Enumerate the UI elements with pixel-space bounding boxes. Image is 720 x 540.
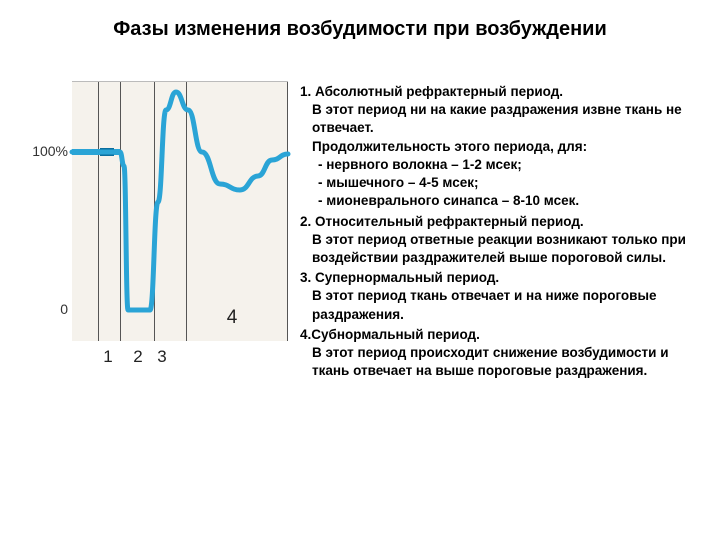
- section-1-bullet-3: - мионеврального синапса – 8-10 мсек.: [318, 192, 692, 210]
- slide-page: Фазы изменения возбудимости при возбужде…: [0, 0, 720, 540]
- section-1-para-1: В этот период ни на какие раздражения из…: [312, 101, 692, 137]
- excitability-curve: [72, 82, 288, 342]
- section-1-para-2: Продолжительность этого периода, для:: [312, 138, 692, 156]
- y-tick-0: 0: [60, 301, 68, 317]
- section-3: 3. Супернормальный период. В этот период…: [300, 269, 692, 324]
- section-2: 2. Относительный рефрактерный период. В …: [300, 213, 692, 268]
- section-4-heading: 4.Субнормальный период.: [300, 326, 692, 344]
- plot-area: [72, 81, 288, 341]
- content-columns: 100% 0: [28, 81, 692, 383]
- y-tick-100: 100%: [32, 143, 68, 159]
- section-1: 1. Абсолютный рефрактерный период. В это…: [300, 83, 692, 211]
- section-3-para-1: В этот период ткань отвечает и на ниже п…: [312, 287, 692, 323]
- section-1-bullet-1: - нервного волокна – 1-2 мсек;: [318, 156, 692, 174]
- x-label-4: 4: [227, 307, 238, 329]
- section-4-para-1: В этот период происходит снижение возбуд…: [312, 344, 692, 380]
- section-2-heading: 2. Относительный рефрактерный период.: [300, 213, 692, 231]
- chart-container: 100% 0: [28, 81, 288, 381]
- x-axis-labels: 1 2 3 4: [72, 347, 288, 371]
- y-axis-labels: 100% 0: [28, 81, 72, 341]
- section-2-para-1: В этот период ответные реакции возникают…: [312, 231, 692, 267]
- section-4: 4.Субнормальный период. В этот период пр…: [300, 326, 692, 381]
- x-label-3: 3: [157, 347, 166, 367]
- x-label-1: 1: [103, 347, 112, 367]
- section-1-heading: 1. Абсолютный рефрактерный период.: [300, 83, 692, 101]
- x-label-2: 2: [133, 347, 142, 367]
- page-title: Фазы изменения возбудимости при возбужде…: [28, 18, 692, 41]
- section-1-bullet-2: - мышечного – 4-5 мсек;: [318, 174, 692, 192]
- text-column: 1. Абсолютный рефрактерный период. В это…: [300, 81, 692, 383]
- section-3-heading: 3. Супернормальный период.: [300, 269, 692, 287]
- chart-column: 100% 0: [28, 81, 288, 383]
